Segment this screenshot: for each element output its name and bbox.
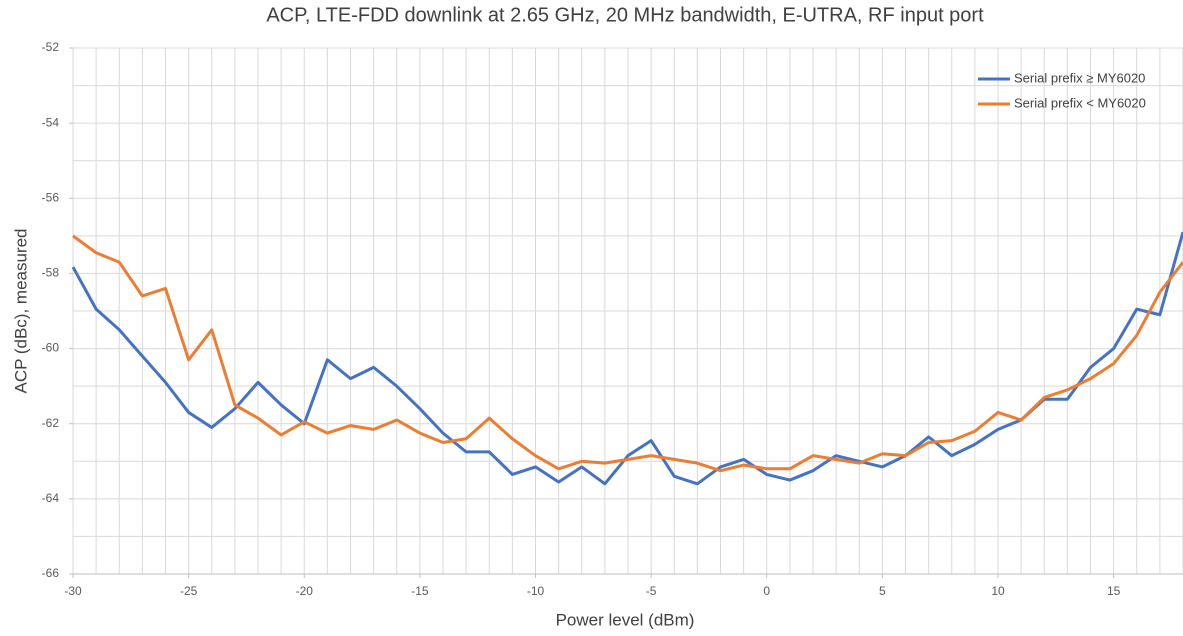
series-line bbox=[72, 234, 1183, 473]
series-line bbox=[71, 231, 1183, 486]
y-tick-label: -66 bbox=[42, 566, 60, 580]
y-tick-label: -58 bbox=[42, 266, 60, 280]
y-tick-label: -60 bbox=[42, 341, 60, 355]
x-tick-label: -5 bbox=[646, 584, 657, 598]
legend-label: Serial prefix < MY6020 bbox=[1014, 95, 1146, 110]
y-tick-label: -54 bbox=[42, 115, 60, 129]
y-tick-label: -62 bbox=[42, 416, 60, 430]
chart-title: ACP, LTE-FDD downlink at 2.65 GHz, 20 MH… bbox=[266, 4, 984, 26]
x-tick-label: -25 bbox=[180, 584, 198, 598]
legend-label: Serial prefix ≥ MY6020 bbox=[1014, 70, 1145, 85]
y-tick-label: -64 bbox=[42, 491, 60, 505]
x-tick-label: -20 bbox=[296, 584, 314, 598]
y-axis-title: ACP (dBc), measured bbox=[11, 228, 30, 393]
x-tick-label: -15 bbox=[411, 584, 429, 598]
x-tick-label: 15 bbox=[1107, 584, 1121, 598]
y-tick-label: -52 bbox=[42, 40, 60, 54]
x-tick-label: 0 bbox=[763, 584, 770, 598]
x-tick-label: -10 bbox=[527, 584, 545, 598]
y-tick-label: -56 bbox=[42, 190, 60, 204]
x-tick-label: -30 bbox=[64, 584, 82, 598]
x-axis-title: Power level (dBm) bbox=[556, 610, 695, 629]
x-tick-label: 10 bbox=[991, 584, 1005, 598]
x-tick-label: 5 bbox=[879, 584, 886, 598]
